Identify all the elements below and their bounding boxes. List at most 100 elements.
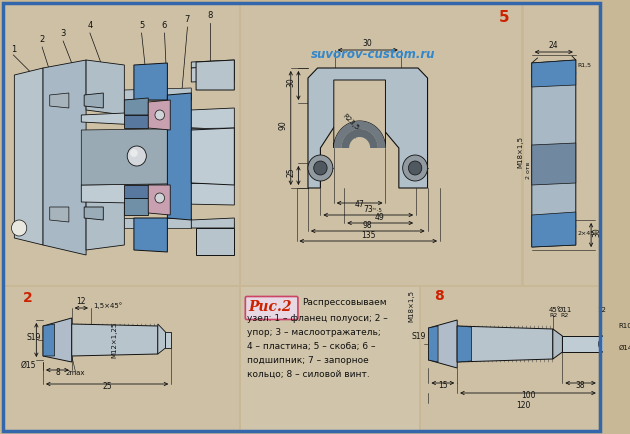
Text: 2×45°: 2×45° bbox=[578, 231, 598, 236]
Text: упор; 3 – маслоотражатель;: упор; 3 – маслоотражатель; bbox=[247, 328, 381, 337]
Text: R2: R2 bbox=[549, 313, 558, 318]
Polygon shape bbox=[334, 121, 386, 148]
Text: 25: 25 bbox=[286, 168, 295, 177]
Text: Ø15: Ø15 bbox=[21, 361, 37, 370]
Polygon shape bbox=[532, 60, 576, 87]
Circle shape bbox=[130, 149, 138, 157]
Text: R2: R2 bbox=[561, 313, 569, 318]
Polygon shape bbox=[50, 93, 69, 108]
Text: M18×1,5: M18×1,5 bbox=[517, 136, 524, 168]
Text: 49: 49 bbox=[375, 213, 384, 222]
Text: Ø11: Ø11 bbox=[558, 307, 572, 313]
Polygon shape bbox=[168, 93, 192, 220]
Polygon shape bbox=[553, 329, 563, 359]
Polygon shape bbox=[124, 115, 148, 128]
Text: 30: 30 bbox=[592, 227, 602, 237]
Text: 12: 12 bbox=[597, 307, 605, 313]
Text: 47: 47 bbox=[355, 200, 365, 209]
Polygon shape bbox=[532, 60, 576, 247]
Text: узел: 1 – фланец полуоси; 2 –: узел: 1 – фланец полуоси; 2 – bbox=[247, 314, 387, 323]
Text: 7: 7 bbox=[185, 15, 190, 24]
Polygon shape bbox=[134, 218, 168, 252]
Text: 8: 8 bbox=[208, 11, 213, 20]
Text: 2: 2 bbox=[40, 35, 45, 44]
Text: 4 – пластина; 5 – скоба; 6 –: 4 – пластина; 5 – скоба; 6 – bbox=[247, 342, 375, 351]
Text: M12×1,25: M12×1,25 bbox=[112, 322, 118, 358]
Polygon shape bbox=[457, 326, 553, 362]
Text: 12: 12 bbox=[77, 297, 86, 306]
Text: 4: 4 bbox=[88, 21, 93, 30]
Polygon shape bbox=[134, 63, 168, 100]
Text: 2max: 2max bbox=[66, 370, 85, 376]
Circle shape bbox=[403, 155, 428, 181]
Text: 98: 98 bbox=[362, 221, 372, 230]
Polygon shape bbox=[532, 212, 576, 247]
Text: Распрессовываем: Распрессовываем bbox=[302, 298, 387, 307]
Polygon shape bbox=[457, 326, 471, 362]
Text: R10: R10 bbox=[619, 323, 630, 329]
Polygon shape bbox=[84, 93, 103, 108]
Polygon shape bbox=[532, 143, 576, 185]
Polygon shape bbox=[81, 183, 234, 205]
Text: Рис.2: Рис.2 bbox=[249, 300, 292, 314]
Polygon shape bbox=[192, 65, 234, 82]
Text: 5: 5 bbox=[139, 21, 144, 30]
Polygon shape bbox=[84, 207, 103, 220]
Text: S19: S19 bbox=[27, 333, 41, 342]
Polygon shape bbox=[124, 218, 192, 228]
Polygon shape bbox=[43, 324, 55, 356]
Polygon shape bbox=[43, 318, 72, 362]
Polygon shape bbox=[196, 228, 234, 255]
Circle shape bbox=[314, 161, 327, 175]
Polygon shape bbox=[124, 98, 148, 115]
Polygon shape bbox=[81, 108, 234, 130]
Polygon shape bbox=[81, 128, 234, 185]
Text: ⁺°·5: ⁺°·5 bbox=[372, 208, 382, 213]
Polygon shape bbox=[192, 218, 234, 228]
Text: 1: 1 bbox=[11, 45, 16, 54]
Polygon shape bbox=[428, 326, 438, 362]
Text: 2 отв: 2 отв bbox=[527, 161, 532, 179]
Text: 6: 6 bbox=[162, 21, 167, 30]
Text: M18×1,5: M18×1,5 bbox=[408, 290, 415, 322]
Circle shape bbox=[155, 193, 164, 203]
Circle shape bbox=[155, 110, 164, 120]
Polygon shape bbox=[124, 198, 148, 215]
Text: 24: 24 bbox=[549, 41, 559, 50]
Text: 30: 30 bbox=[286, 77, 295, 87]
Polygon shape bbox=[86, 195, 124, 250]
Text: подшипник; 7 – запорное: подшипник; 7 – запорное bbox=[247, 356, 369, 365]
Polygon shape bbox=[14, 68, 43, 245]
Polygon shape bbox=[241, 287, 419, 430]
Text: 73: 73 bbox=[364, 205, 373, 214]
Text: кольцо; 8 – силовой винт.: кольцо; 8 – силовой винт. bbox=[247, 370, 370, 379]
Polygon shape bbox=[334, 80, 386, 148]
Polygon shape bbox=[158, 324, 166, 354]
Polygon shape bbox=[86, 60, 124, 115]
Circle shape bbox=[127, 146, 146, 166]
Polygon shape bbox=[148, 185, 170, 215]
Text: suvorov-custom.ru: suvorov-custom.ru bbox=[311, 48, 435, 61]
Polygon shape bbox=[428, 320, 457, 368]
Polygon shape bbox=[524, 5, 598, 285]
Polygon shape bbox=[192, 128, 234, 185]
Polygon shape bbox=[563, 336, 598, 352]
Polygon shape bbox=[341, 129, 378, 148]
Polygon shape bbox=[5, 5, 239, 285]
Polygon shape bbox=[196, 60, 234, 90]
Polygon shape bbox=[148, 100, 170, 130]
Polygon shape bbox=[50, 207, 69, 222]
Polygon shape bbox=[43, 60, 86, 255]
Circle shape bbox=[408, 161, 422, 175]
Polygon shape bbox=[124, 185, 148, 198]
Text: 90: 90 bbox=[278, 120, 288, 130]
Circle shape bbox=[598, 334, 618, 354]
Text: Ø14: Ø14 bbox=[619, 345, 630, 351]
Polygon shape bbox=[5, 287, 239, 430]
Text: 25: 25 bbox=[102, 382, 112, 391]
Text: 45°: 45° bbox=[549, 307, 561, 313]
FancyBboxPatch shape bbox=[245, 296, 298, 319]
Text: 15: 15 bbox=[438, 381, 448, 390]
Circle shape bbox=[308, 155, 333, 181]
Polygon shape bbox=[72, 324, 158, 356]
